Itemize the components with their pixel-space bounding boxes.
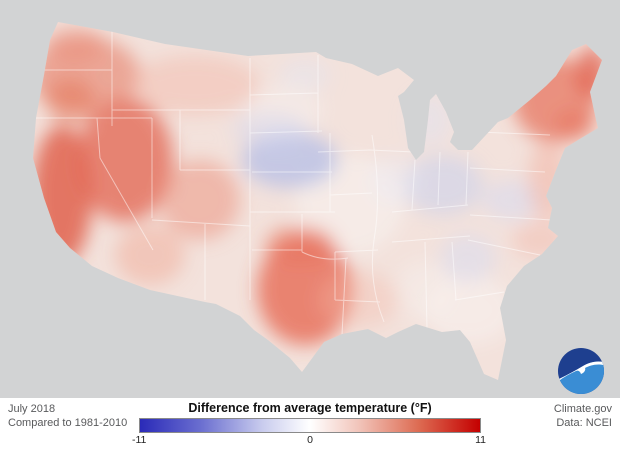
source-data: Data: NCEI — [556, 417, 612, 429]
noaa-logo-sea — [558, 361, 604, 394]
footer: July 2018 Compared to 1981-2010 Differen… — [0, 398, 620, 450]
source-site: Climate.gov — [553, 403, 612, 415]
colorbar-max-label: 11 — [475, 434, 486, 446]
anomaly-color-field — [33, 27, 602, 345]
map-date: July 2018 — [8, 403, 56, 415]
colorbar-labels: -11 0 11 — [132, 433, 486, 447]
noaa-gull-icon — [558, 361, 604, 384]
noaa-logo — [557, 347, 605, 395]
colorbar — [139, 418, 481, 433]
colorbar-min-label: -11 — [132, 434, 147, 446]
map-area — [0, 0, 620, 398]
us-temperature-anomaly-map — [33, 22, 602, 380]
date-caption: July 2018 Compared to 1981-2010 — [8, 402, 127, 430]
state-borders — [33, 30, 553, 336]
legend: Difference from average temperature (°F)… — [120, 399, 500, 447]
map-baseline: Compared to 1981-2010 — [8, 417, 128, 429]
legend-title: Difference from average temperature (°F) — [188, 401, 432, 415]
us-silhouette — [33, 22, 602, 380]
source-caption: Climate.gov Data: NCEI — [554, 402, 612, 430]
colorbar-mid-label: 0 — [307, 434, 313, 446]
